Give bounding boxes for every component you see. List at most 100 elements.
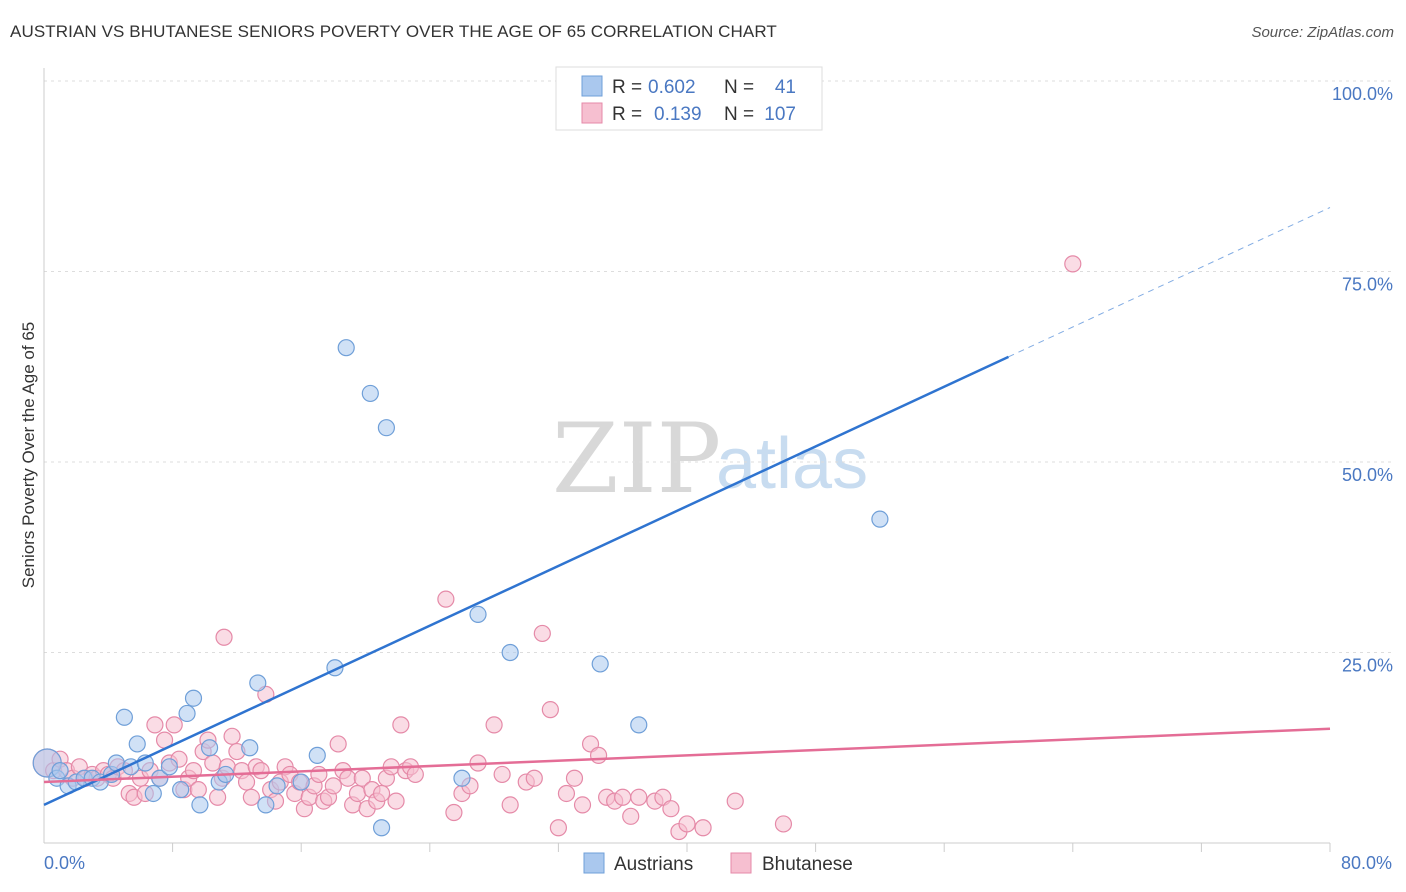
austrians-point — [268, 777, 286, 795]
y-tick-label-25: 25.0% — [1342, 656, 1393, 676]
bhutanese-point — [252, 762, 270, 780]
austrians-n-label-text: N = — [724, 77, 754, 98]
bhutanese-point — [339, 769, 357, 787]
bhutanese-r-value: 0.139 — [654, 104, 702, 125]
austrians-point — [591, 655, 609, 673]
austrians-r-value: 0.602 — [648, 77, 696, 98]
austrians-r-label: R = — [612, 77, 642, 98]
bhutanese-point — [678, 815, 696, 833]
stats-legend: R = 0.602 Austrians N = 41 R = 0.139 N =… — [555, 66, 823, 131]
gridlines — [44, 80, 1392, 653]
bhutanese-point — [204, 754, 222, 772]
y-tick-label-50: 50.0% — [1342, 465, 1393, 485]
legend-austrians-label: Austrians — [614, 854, 693, 875]
bhutanese-trend-line — [43, 727, 1331, 784]
bhutanese-point — [329, 735, 347, 753]
bhutanese-point — [493, 765, 511, 784]
austrians-point — [172, 781, 190, 799]
bhutanese-point — [525, 769, 543, 787]
austrians-point — [308, 746, 326, 764]
austrians-point — [292, 773, 310, 791]
y-tick-labels: 25.0% 50.0% 75.0% 100.0% — [1332, 84, 1393, 676]
austrians-point — [184, 689, 203, 707]
austrians-point — [200, 739, 219, 757]
austrians-point — [144, 784, 162, 803]
austrians-point — [160, 758, 178, 776]
bhutanese-point — [726, 792, 744, 810]
austrians-trend-extension — [1008, 207, 1331, 358]
bhutanese-point — [573, 796, 592, 814]
austrians-swatch — [581, 75, 603, 97]
austrians-point — [257, 796, 275, 814]
bhutanese-point — [614, 788, 632, 806]
austrians-point — [630, 716, 648, 734]
bhutanese-point — [237, 773, 256, 791]
bhutanese-point — [437, 590, 455, 608]
series-legend: Austrians Bhutanese — [583, 852, 853, 875]
bhutanese-point — [209, 788, 227, 806]
legend-bhutanese-label: Bhutanese — [762, 854, 853, 875]
bhutanese-r-label: R = — [612, 104, 642, 125]
watermark-zip: ZIP — [552, 403, 721, 515]
bhutanese-point — [565, 769, 584, 787]
bhutanese-series — [32, 255, 1082, 841]
austrians-point — [178, 704, 196, 723]
bhutanese-point — [353, 769, 371, 787]
austrians-point — [469, 605, 487, 624]
bhutanese-point — [541, 701, 559, 719]
x-tick-label-left: 0.0% — [44, 853, 85, 873]
bhutanese-swatch — [581, 102, 603, 124]
y-axis-label: Seniors Poverty Over the Age of 65 — [19, 322, 38, 588]
bhutanese-point — [485, 716, 503, 734]
legend-bhutanese-swatch — [730, 852, 752, 874]
source-label: Source: ZipAtlas.com — [1251, 24, 1394, 41]
chart-title: AUSTRIAN VS BHUTANESE SENIORS POVERTY OV… — [10, 22, 777, 41]
trend-lines — [43, 207, 1331, 807]
austrians-point — [51, 762, 69, 780]
austrians-point — [361, 384, 379, 403]
bhutanese-point — [549, 819, 568, 837]
austrians-n-value: 41 — [775, 77, 796, 98]
austrians-point — [128, 735, 146, 753]
bhutanese-point — [501, 796, 519, 814]
watermark-atlas: atlas — [716, 424, 868, 504]
bhutanese-point — [165, 716, 183, 734]
x-tick-labels: 0.0% 80.0% — [44, 853, 1392, 873]
austrians-point — [337, 339, 355, 357]
y-tick-label-100: 100.0% — [1332, 84, 1393, 104]
austrians-point — [453, 769, 471, 787]
bhutanese-point — [694, 819, 712, 837]
bhutanese-point — [348, 784, 367, 803]
bhutanese-point — [557, 784, 576, 803]
bhutanese-point — [242, 788, 260, 806]
bhutanese-point — [406, 765, 424, 784]
bhutanese-point — [445, 803, 463, 822]
austrians-point — [377, 419, 395, 437]
bhutanese-point — [589, 746, 608, 764]
austrians-point — [501, 643, 519, 662]
austrians-point — [871, 510, 889, 528]
y-tick-label-75: 75.0% — [1342, 275, 1393, 295]
bhutanese-point — [324, 777, 342, 795]
bhutanese-point — [189, 781, 207, 799]
bhutanese-point — [622, 807, 640, 825]
x-tick-label-right: 80.0% — [1341, 853, 1392, 873]
bhutanese-point — [387, 792, 405, 810]
bhutanese-point — [310, 765, 328, 784]
bhutanese-point — [372, 784, 391, 803]
bhutanese-point — [662, 800, 680, 818]
bhutanese-point — [146, 716, 164, 734]
austrians-point — [191, 796, 209, 814]
bhutanese-n-value: 107 — [764, 104, 796, 125]
bhutanese-point — [215, 628, 233, 646]
bhutanese-point — [533, 624, 551, 643]
bhutanese-point — [630, 788, 648, 806]
austrians-point — [115, 708, 133, 726]
legend-austrians-swatch — [583, 852, 605, 874]
austrians-point — [241, 739, 259, 757]
axes — [43, 68, 1331, 852]
austrians-trend-line — [43, 355, 1010, 807]
bhutanese-point — [774, 815, 793, 833]
bhutanese-point — [223, 727, 241, 745]
